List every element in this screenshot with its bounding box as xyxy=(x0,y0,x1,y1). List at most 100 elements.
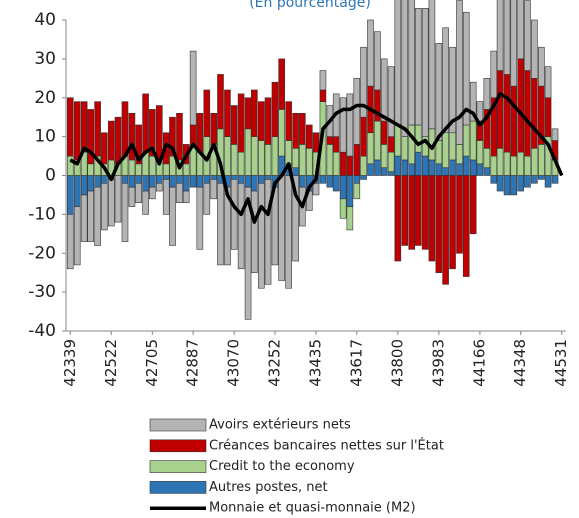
bar xyxy=(257,140,265,176)
bar xyxy=(73,101,81,161)
bar xyxy=(217,74,224,130)
bar xyxy=(128,113,136,161)
bar xyxy=(332,151,340,176)
bar xyxy=(230,179,238,250)
bar xyxy=(387,136,395,153)
bar xyxy=(135,175,142,184)
bar xyxy=(442,175,449,285)
x-tick-label: 44348 xyxy=(511,339,529,387)
bar xyxy=(360,155,367,176)
bar xyxy=(87,175,94,192)
bar xyxy=(332,175,340,192)
bar xyxy=(462,124,470,157)
bar xyxy=(394,0,402,126)
bar xyxy=(251,175,258,192)
bar xyxy=(380,167,388,176)
legend-label: Monnaie et quasi-monnaie (M2) xyxy=(209,501,416,516)
bar xyxy=(312,182,320,196)
y-tick-label: -20 xyxy=(28,243,56,263)
bar xyxy=(544,175,552,188)
bar xyxy=(217,182,224,266)
bar xyxy=(531,78,538,149)
bar xyxy=(169,116,176,157)
x-tick-label: 43800 xyxy=(388,339,406,387)
bar xyxy=(149,155,156,176)
bar xyxy=(476,101,484,122)
bar xyxy=(435,175,443,273)
bar xyxy=(162,179,170,215)
bar xyxy=(210,113,218,145)
x-tick-label: 42522 xyxy=(102,339,120,387)
bar xyxy=(326,175,334,188)
bar xyxy=(107,120,115,161)
bar xyxy=(462,155,470,176)
bar xyxy=(237,151,245,176)
bar xyxy=(503,151,511,176)
bar xyxy=(312,132,320,153)
bar xyxy=(551,128,559,141)
bar xyxy=(503,74,511,153)
bar xyxy=(517,175,525,192)
y-tick-label: -40 xyxy=(28,321,56,341)
bar xyxy=(469,175,477,235)
bar xyxy=(339,97,347,153)
bar xyxy=(544,66,552,99)
x-tick-label: 43252 xyxy=(265,339,283,387)
legend-swatch xyxy=(149,481,207,494)
bar xyxy=(531,19,538,79)
bar xyxy=(237,182,245,270)
bar xyxy=(339,151,347,176)
bar xyxy=(544,97,552,137)
bar xyxy=(442,167,449,176)
bar xyxy=(149,175,156,188)
bar xyxy=(196,175,204,188)
bar xyxy=(387,151,395,172)
bar xyxy=(196,113,204,153)
bar xyxy=(155,175,163,184)
bar xyxy=(428,175,436,262)
bar xyxy=(346,175,354,207)
bar xyxy=(490,155,498,176)
bar xyxy=(80,175,88,196)
bar xyxy=(408,0,416,126)
legend-label: Credit to the economy xyxy=(209,459,355,474)
bar xyxy=(101,175,108,184)
bar xyxy=(230,144,238,176)
bar xyxy=(449,175,456,270)
bar xyxy=(449,46,456,134)
bar xyxy=(462,175,470,277)
bar xyxy=(374,120,381,161)
bar xyxy=(524,70,531,157)
bar xyxy=(414,151,422,176)
bar xyxy=(442,27,449,134)
bar xyxy=(428,159,436,176)
bar xyxy=(510,155,518,176)
bar xyxy=(353,144,361,176)
bar xyxy=(346,206,354,231)
bar xyxy=(408,163,416,176)
bar xyxy=(394,124,402,157)
bar xyxy=(524,175,531,188)
bar xyxy=(305,124,313,149)
bar xyxy=(456,163,463,176)
bar xyxy=(456,0,463,145)
y-tick-label: 20 xyxy=(34,88,56,108)
bar xyxy=(299,113,306,145)
bar xyxy=(346,155,354,176)
bar xyxy=(237,93,245,153)
chart-subtitle: (En pourcentage) xyxy=(249,0,371,11)
bar xyxy=(449,132,456,161)
bar xyxy=(387,171,395,176)
bar xyxy=(496,0,504,71)
bar xyxy=(94,186,101,246)
bar xyxy=(510,85,518,157)
bar xyxy=(224,89,231,137)
bar xyxy=(380,58,388,122)
bar xyxy=(483,147,491,169)
bar xyxy=(285,175,292,289)
bar xyxy=(510,0,518,87)
bar xyxy=(380,120,388,145)
bar xyxy=(66,97,74,157)
bar xyxy=(517,0,525,60)
bar xyxy=(353,78,361,145)
